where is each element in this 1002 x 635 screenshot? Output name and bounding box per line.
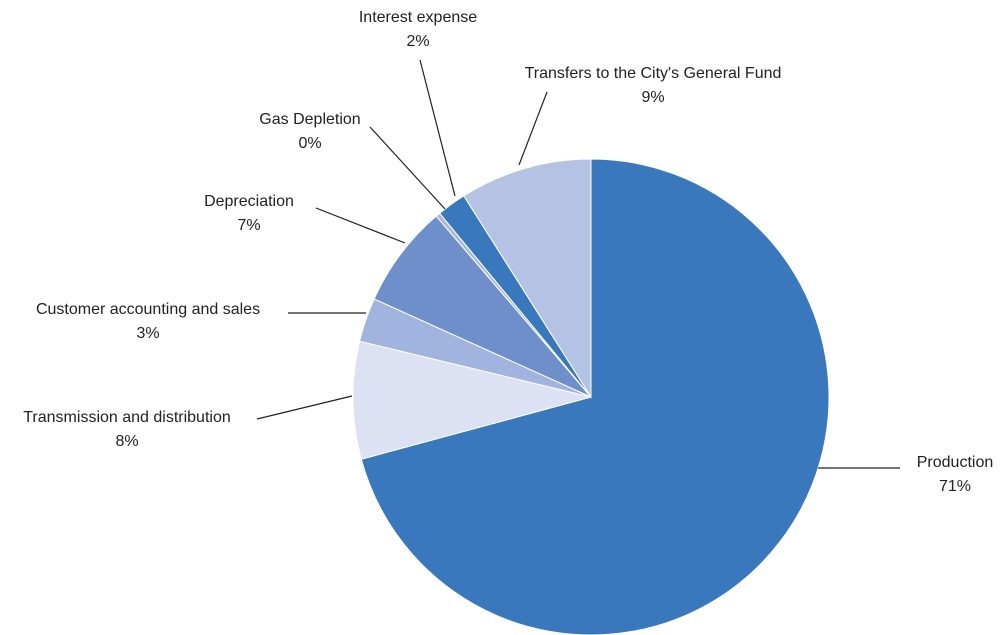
leader-line — [256, 395, 353, 420]
slice-label: Gas Depletion — [259, 111, 360, 128]
slice-label: Depreciation — [204, 193, 294, 210]
slice-label: Transmission and distribution — [23, 409, 231, 426]
slice-label: Transfers to the City's General Fund — [525, 65, 782, 82]
slice-value-label: 0% — [298, 135, 321, 152]
slice-value-label: 2% — [406, 33, 429, 50]
slice-label: Production — [917, 454, 994, 471]
leader-line — [518, 91, 548, 166]
pie-slice — [373, 215, 592, 398]
slice-label: Customer accounting and sales — [36, 301, 260, 318]
slice-value-label: 9% — [641, 89, 664, 106]
slice-value-label: 7% — [237, 217, 260, 234]
pie-slice — [360, 158, 830, 635]
pie-slice — [352, 340, 592, 460]
slice-value-label: 8% — [115, 433, 138, 450]
slice-value-label: 71% — [939, 478, 971, 495]
slice-label: Interest expense — [359, 9, 477, 26]
pie-slice — [463, 158, 592, 399]
leader-line — [369, 126, 446, 210]
slice-value-label: 3% — [136, 325, 159, 342]
leader-line — [419, 59, 456, 197]
leader-line — [315, 207, 406, 244]
